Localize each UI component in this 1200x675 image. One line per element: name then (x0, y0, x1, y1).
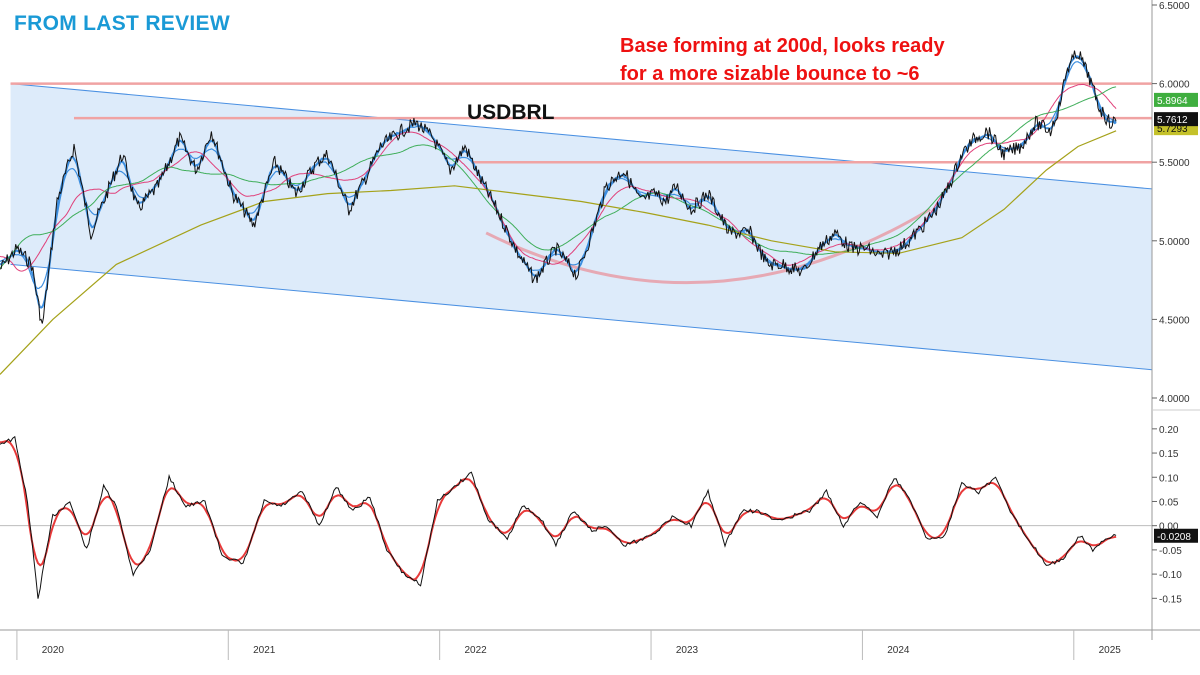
price-line (0, 50, 1117, 324)
horizontal-levels (10, 82, 1152, 164)
osc-y-tick-label: -0.10 (1159, 570, 1182, 581)
x-tick-label: 2025 (1099, 645, 1122, 656)
x-tick-label: 2020 (42, 645, 65, 656)
osc-y-tick-label: 0.05 (1159, 497, 1179, 508)
y-tick-label: 5.5000 (1159, 158, 1190, 169)
channel-upper-line (10, 83, 1153, 190)
y-tick-label: 4.5000 (1159, 315, 1190, 326)
annotation-line-2: for a more sizable bounce to ~6 (620, 63, 920, 85)
moving-averages (0, 55, 1117, 375)
review-header: FROM LAST REVIEW (14, 12, 230, 35)
osc-last-value-label-text: -0.0208 (1157, 532, 1191, 543)
oscillator-signal-line (0, 439, 1117, 581)
osc-y-tick-label: 0.15 (1159, 449, 1179, 460)
ma-200d-line (0, 130, 1117, 375)
osc-last-value-label: -0.0208 (1154, 528, 1198, 543)
osc-y-tick-label: -0.15 (1159, 594, 1182, 605)
channel-fill (10, 83, 1152, 370)
x-tick-label: 2022 (464, 645, 487, 656)
x-tick-label: 2024 (887, 645, 910, 656)
oscillator-series (0, 435, 1117, 599)
channel-lower-line (10, 263, 1153, 371)
y-tick-label: 4.0000 (1159, 394, 1190, 405)
axes: 6.5000 6.0000 5.5000 5.0000 4.5000 4.0000 0.20… (0, 0, 1200, 660)
last-price-label: 5.7612 (1154, 112, 1198, 127)
annotation-text: Base forming at 200d, looks ready for a … (620, 32, 1040, 88)
annotation-line-1: Base forming at 200d, looks ready (620, 35, 945, 57)
y-tick-label: 6.0000 (1159, 80, 1190, 91)
last-price-label-text: 5.7612 (1157, 115, 1188, 126)
y-tick-label: 6.5000 (1159, 1, 1190, 12)
osc-y-tick-label: -0.05 (1159, 546, 1182, 557)
x-tick-label: 2023 (676, 645, 699, 656)
ma-upper-label-text: 5.8964 (1157, 96, 1188, 107)
osc-y-tick-label: 0.00 (1159, 522, 1179, 533)
regression-channel (10, 83, 1153, 371)
symbol-label: USDBRL (467, 101, 555, 124)
ma-upper-label: 5.8964 (1154, 92, 1198, 107)
y-tick-label: 5.0000 (1159, 237, 1190, 248)
osc-y-tick-label: 0.10 (1159, 473, 1179, 484)
ma-lower-label-text: 5.7293 (1157, 124, 1188, 135)
osc-y-tick-label: 0.20 (1159, 425, 1179, 436)
ma-pink-line (0, 83, 1117, 272)
oscillator-line (0, 435, 1117, 599)
price-series (0, 50, 1117, 324)
x-tick-label: 2021 (253, 645, 276, 656)
